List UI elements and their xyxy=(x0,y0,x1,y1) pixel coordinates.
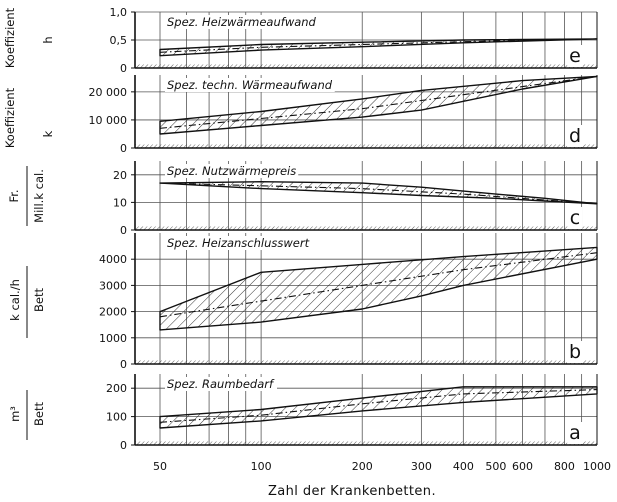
panel-a-letter-bg xyxy=(567,422,583,444)
panel-b-title-bg xyxy=(165,236,312,250)
panel-d-title-bg xyxy=(165,78,335,92)
panel-c-ytick-label: 0 xyxy=(120,224,127,237)
panel-b-ytick-label: 2000 xyxy=(99,306,127,319)
ylabel-b-line2: Bett xyxy=(32,288,46,312)
panel-c-letter: c xyxy=(570,207,580,229)
panel-e: 0 0,5 1,0 Spez. Heizwärmeaufwand e xyxy=(110,6,598,75)
ylabel-d-line2: k xyxy=(41,130,55,137)
panel-b-baseline-hatch xyxy=(135,360,597,364)
panel-c: 0 10 20 Spez. Nutzwärmepreis c xyxy=(113,161,598,237)
x-tick-label: 200 xyxy=(352,460,373,473)
x-axis: 50 100 200 300 400 500 600 800 1000 xyxy=(153,460,611,473)
panel-e-ytick-label: 1,0 xyxy=(110,6,128,19)
panel-a-ytick-label: 200 xyxy=(106,382,127,395)
panel-d-baseline-hatch xyxy=(135,144,597,148)
panel-e-ytick-label: 0 xyxy=(120,62,127,75)
panel-d-letter: d xyxy=(569,125,581,147)
ylabel-e-line1: Koeffizient xyxy=(3,7,17,68)
ylabel-a-line1: m³ xyxy=(8,406,22,422)
panel-e-letter: e xyxy=(569,45,581,67)
panel-b-letter-bg xyxy=(566,341,584,363)
x-tick-label: 500 xyxy=(485,460,506,473)
x-tick-label: 50 xyxy=(153,460,167,473)
panel-c-ytick-label: 20 xyxy=(113,169,127,182)
panel-e-baseline-hatch xyxy=(135,64,597,68)
ylabel-a-line2: Bett xyxy=(32,402,46,426)
panel-c-letter-bg xyxy=(567,207,583,229)
panel-b: 0 1000 2000 3000 4000 Spez. Heizanschlusswert… xyxy=(99,233,598,371)
panel-b-ytick-label: 1000 xyxy=(99,332,127,345)
panel-a-ytick-label: 0 xyxy=(120,439,127,452)
y-axis-labels: Koeffizient h Koeffizient k Fr. Mill.k c… xyxy=(3,7,55,440)
panel-c-title: Spez. Nutzwärmepreis xyxy=(167,164,296,178)
panel-a-letter: a xyxy=(569,422,581,444)
panel-d-ytick-label: 20 000 xyxy=(89,86,128,99)
panel-b-mean-line xyxy=(159,252,598,318)
panel-b-letter: b xyxy=(569,341,581,363)
panel-e-title: Spez. Heizwärmeaufwand xyxy=(167,15,317,29)
panel-b-ytick-label: 0 xyxy=(120,358,127,371)
panel-b-band xyxy=(159,246,598,331)
x-tick-label: 100 xyxy=(251,460,272,473)
panel-c-ytick-label: 10 xyxy=(113,196,127,209)
x-axis-label: Zahl der Krankenbetten. xyxy=(268,484,436,499)
panel-d-mean-line xyxy=(159,75,598,129)
panel-a-mean-line xyxy=(159,389,598,423)
panel-e-band xyxy=(159,38,598,57)
ylabel-d-line1: Koeffizient xyxy=(3,87,17,148)
ylabel-c-line1: Fr. xyxy=(7,189,21,202)
panel-a-ytick-label: 100 xyxy=(106,411,127,424)
ylabel-e-line2: h xyxy=(41,36,55,43)
panel-e-ytick-label: 0,5 xyxy=(110,34,128,47)
ylabel-b-line1: k cal./h xyxy=(8,279,22,321)
panel-c-mean-line xyxy=(159,182,598,205)
panel-a: 0 100 200 Spez. Raumbedarf a xyxy=(106,374,598,452)
panel-d-ytick-label: 0 xyxy=(120,142,127,155)
panel-b-ytick-label: 3000 xyxy=(99,279,127,292)
panel-a-title: Spez. Raumbedarf xyxy=(167,377,275,391)
panel-a-baseline-hatch xyxy=(135,441,597,445)
x-tick-label: 600 xyxy=(512,460,533,473)
ylabel-c-line2: Mill.k cal. xyxy=(32,169,46,223)
panel-a-title-bg xyxy=(165,377,278,391)
x-tick-label: 800 xyxy=(554,460,575,473)
panel-e-mean-line xyxy=(159,38,598,53)
panel-d-letter-bg xyxy=(566,125,584,147)
panel-c-baseline-hatch xyxy=(135,226,597,230)
panel-e-title-bg xyxy=(165,15,319,29)
panel-d: 0 10 000 20 000 Spez. techn. Wärmeaufwand d xyxy=(89,75,598,155)
panel-b-ytick-label: 4000 xyxy=(99,253,127,266)
panel-e-letter-bg xyxy=(567,45,583,67)
x-tick-label: 400 xyxy=(453,460,474,473)
x-tick-label: 300 xyxy=(411,460,432,473)
panel-c-title-bg xyxy=(165,164,299,178)
panel-b-title: Spez. Heizanschlusswert xyxy=(167,236,310,250)
x-tick-label: 1000 xyxy=(583,460,611,473)
panel-d-ytick-label: 10 000 xyxy=(89,114,128,127)
panel-d-title: Spez. techn. Wärmeaufwand xyxy=(167,78,333,92)
